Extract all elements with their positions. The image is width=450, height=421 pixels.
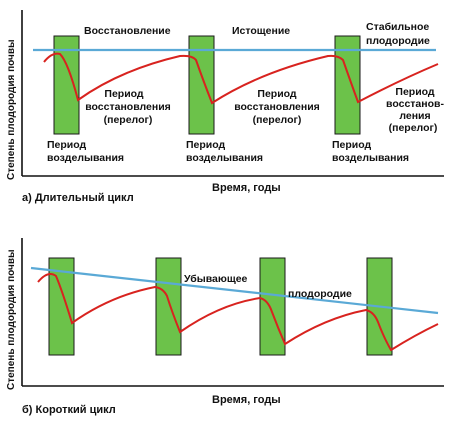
svg-text:возделывания: возделывания — [47, 152, 124, 164]
recovery-period-label-1: Период восстановления (перелог) — [85, 88, 171, 126]
panel-b-y-axis-label: Степень плодородия почвы — [6, 249, 17, 390]
svg-text:восстановления: восстановления — [85, 101, 171, 113]
svg-text:ления: ления — [399, 110, 430, 122]
panel-b-cultivation-block-2 — [155, 257, 182, 356]
recovery-period-label-2: Период восстановления (перелог) — [234, 88, 320, 126]
label-stable-fertility-1: Стабильное — [366, 21, 429, 33]
svg-text:Период: Период — [257, 88, 297, 100]
label-depletion: Истощение — [232, 25, 290, 37]
cultivation-period-label-2: Период возделывания — [186, 139, 263, 164]
panel-a-caption: а) Длительный цикл — [22, 192, 134, 204]
svg-text:(перелог): (перелог) — [253, 114, 302, 126]
svg-text:Период: Период — [186, 139, 226, 151]
svg-text:Период: Период — [395, 86, 435, 98]
panel-a-x-axis-label: Время, годы — [212, 182, 281, 194]
cultivation-period-label-1: Период возделывания — [47, 139, 124, 164]
svg-text:Период: Период — [47, 139, 87, 151]
svg-text:Период: Период — [332, 139, 372, 151]
panel-b-fertility-curve — [37, 273, 439, 352]
panel-a: Восстановление Истощение Стабильное плод… — [6, 10, 444, 204]
svg-text:Период: Период — [104, 88, 144, 100]
svg-text:восстанов-: восстанов- — [386, 98, 444, 110]
panel-b-declining-trend-line — [30, 266, 439, 315]
svg-text:возделывания: возделывания — [332, 152, 409, 164]
panel-b: Убывающее плодородие Степень плодородия … — [6, 238, 444, 416]
panel-a-cultivation-block-1 — [53, 35, 80, 135]
panel-a-cultivation-block-3 — [334, 35, 361, 135]
svg-text:(перелог): (перелог) — [104, 114, 153, 126]
label-decreasing: Убывающее — [184, 273, 248, 285]
panel-a-y-axis-label: Степень плодородия почвы — [6, 39, 17, 180]
panel-a-fertility-curve — [43, 52, 439, 105]
panel-b-caption: б) Короткий цикл — [22, 404, 116, 416]
label-fertility: плодородие — [288, 288, 352, 300]
panel-a-cultivation-block-2 — [188, 35, 215, 135]
svg-text:восстановления: восстановления — [234, 101, 320, 113]
recovery-period-label-3: Период восстанов- ления (перелог) — [386, 86, 444, 134]
label-stable-fertility-2: плодородие — [366, 35, 430, 47]
svg-text:(перелог): (перелог) — [389, 122, 438, 134]
cultivation-period-label-3: Период возделывания — [332, 139, 409, 164]
panel-b-cultivation-block-3 — [259, 257, 286, 356]
svg-text:возделывания: возделывания — [186, 152, 263, 164]
panel-b-x-axis-label: Время, годы — [212, 394, 281, 406]
label-recovery: Восстановление — [84, 25, 171, 37]
